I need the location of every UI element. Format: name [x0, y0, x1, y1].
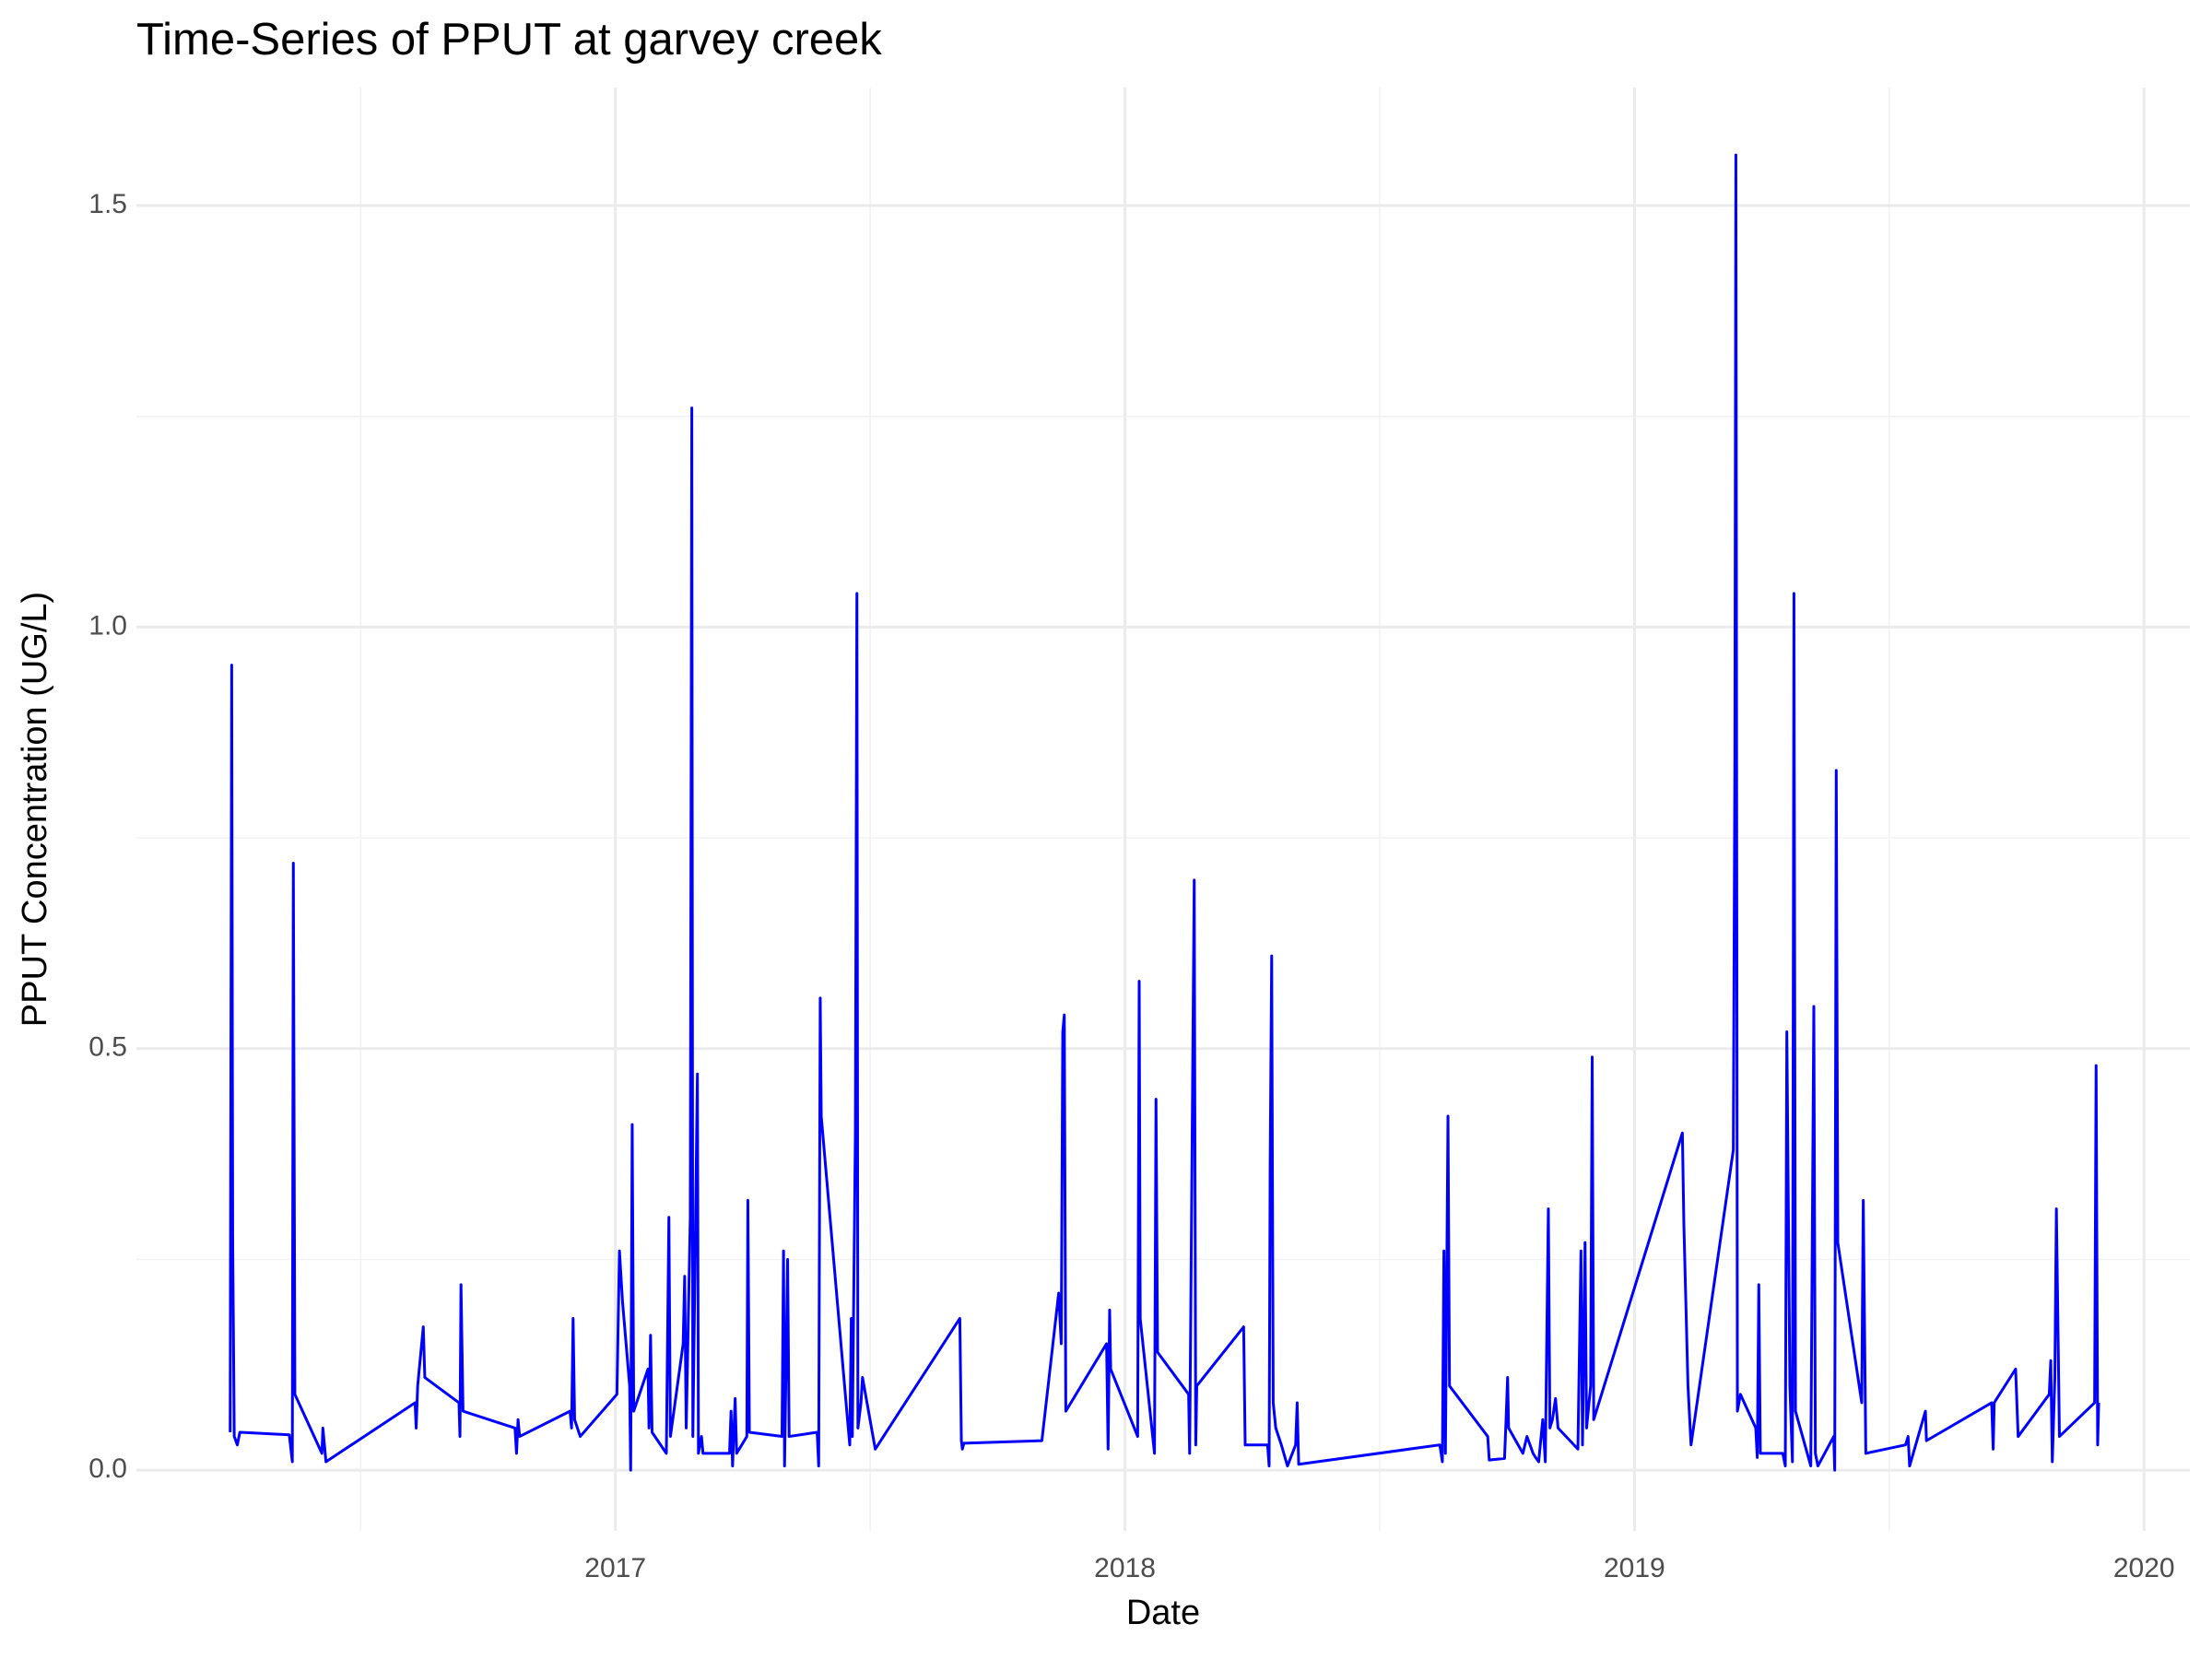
- x-tick-label: 2020: [2113, 1553, 2175, 1583]
- y-tick-label: 1.5: [88, 189, 127, 219]
- y-tick-label: 0.0: [88, 1453, 127, 1484]
- x-tick-label: 2017: [584, 1553, 646, 1583]
- y-axis-label: PPUT Concentration (UG/L): [16, 592, 54, 1027]
- x-tick-label: 2018: [1094, 1553, 1156, 1583]
- chart-title: Time-Series of PPUT at garvey creek: [136, 15, 882, 65]
- data-line: [229, 153, 2100, 1472]
- x-tick-label: 2019: [1604, 1553, 1665, 1583]
- x-axis-label: Date: [1126, 1594, 1200, 1632]
- y-tick-label: 0.5: [88, 1032, 127, 1063]
- y-tick-label: 1.0: [88, 610, 127, 641]
